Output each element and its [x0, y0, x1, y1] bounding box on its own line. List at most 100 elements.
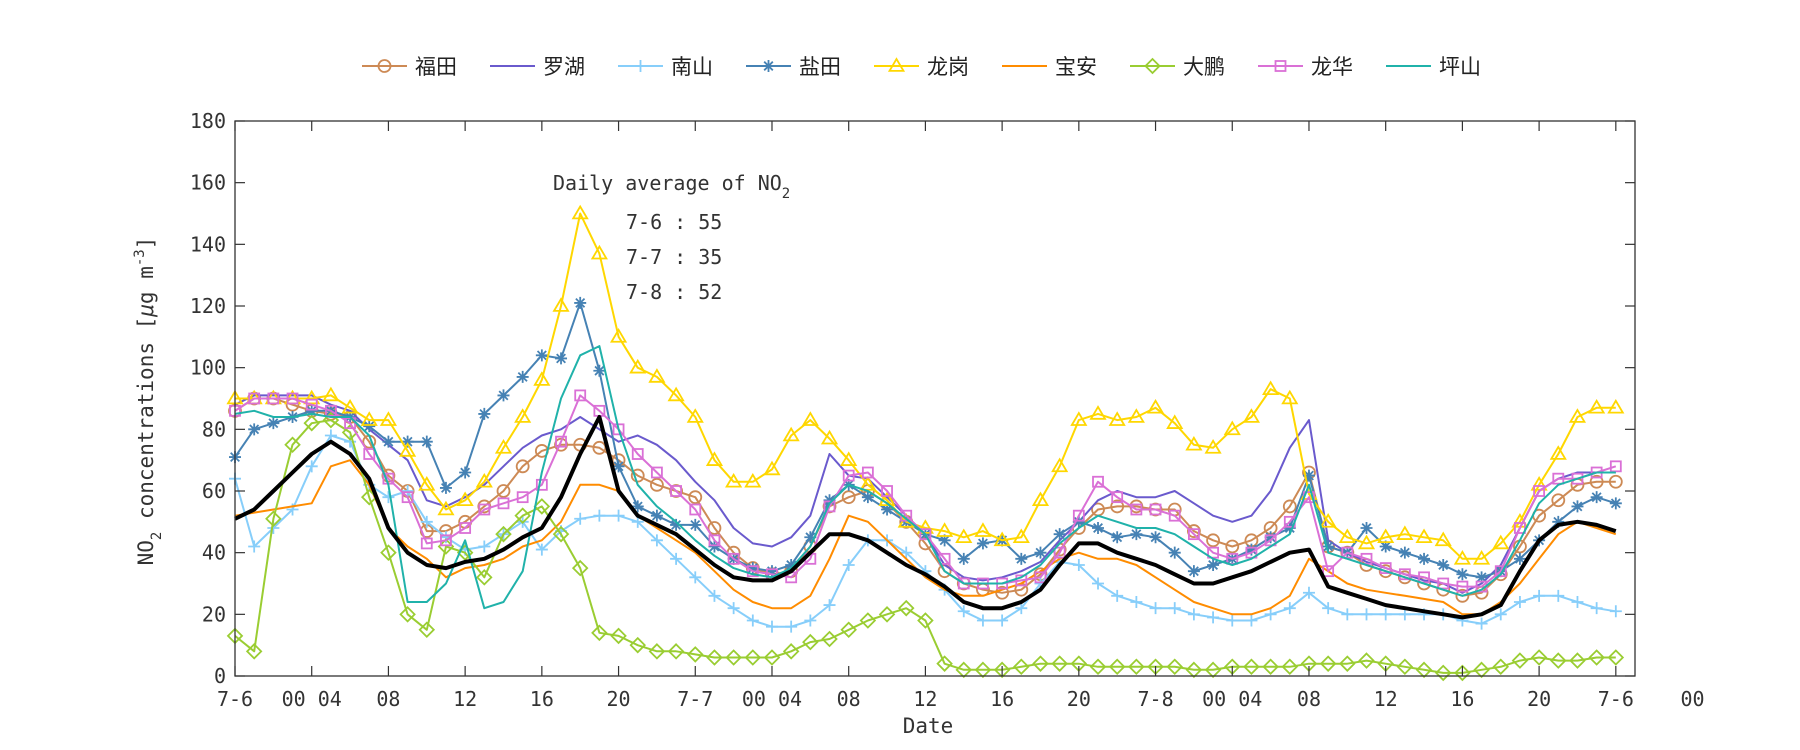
data-point: [1243, 658, 1260, 676]
data-point: [478, 540, 491, 553]
data-point: [1455, 588, 1470, 603]
data-point: [631, 500, 644, 513]
x-tick-label: 08: [376, 687, 400, 711]
data-point: [897, 599, 915, 617]
data-point: [514, 408, 532, 423]
data-point: [267, 392, 280, 405]
data-point: [420, 515, 433, 528]
data-point: [727, 602, 740, 615]
series-line: [234, 415, 1617, 620]
data-point: [1360, 608, 1373, 621]
data-point: [976, 537, 989, 550]
data-point: [1226, 552, 1239, 565]
data-point: [1396, 525, 1414, 540]
data-point: [324, 404, 337, 417]
data-point: [782, 643, 800, 660]
data-point: [382, 435, 395, 448]
legend: 福田 罗湖 南山 盐田 龙岗 宝安 大鹏 龙华 坪山: [362, 55, 1481, 79]
data-point: [305, 404, 318, 417]
data-point: [1549, 445, 1567, 460]
data-point: [535, 543, 548, 556]
x-tick-label: 12: [1374, 687, 1398, 711]
data-point: [708, 589, 721, 602]
data-point: [1108, 658, 1126, 676]
annotation-line: 7-7 : 35: [626, 245, 722, 269]
data-point: [554, 437, 568, 452]
data-point: [976, 614, 989, 627]
data-point: [324, 429, 337, 442]
legend-label: 坪山: [1439, 55, 1481, 79]
data-point: [286, 392, 299, 405]
data-point: [957, 605, 970, 618]
y-label-no: NO: [134, 540, 158, 565]
data-point: [1339, 655, 1356, 672]
data-point: [1012, 528, 1030, 544]
data-point: [765, 620, 778, 633]
data-point: [514, 507, 531, 524]
data-point: [938, 552, 951, 565]
data-point: [900, 546, 913, 559]
annotation-line: 7-6 : 55: [626, 210, 722, 234]
legend-item: 宝安: [1002, 55, 1097, 79]
data-point: [1571, 500, 1584, 513]
y-tick-label: 20: [202, 602, 226, 626]
data-point: [1051, 655, 1068, 672]
data-point: [591, 624, 608, 642]
data-point: [688, 490, 703, 505]
data-point: [744, 472, 762, 488]
data-point: [841, 490, 856, 505]
legend-label: 南山: [671, 55, 713, 79]
data-point: [1149, 531, 1162, 544]
data-point: [689, 518, 702, 531]
legend-label: 盐田: [799, 55, 841, 79]
data-point: [840, 451, 858, 466]
data-point: [1341, 608, 1354, 621]
data-point: [1453, 550, 1471, 565]
data-point: [1418, 552, 1431, 565]
x-tick-label: 7-7: [677, 687, 713, 711]
data-point: [650, 477, 664, 492]
x-tick-label: 16: [1450, 687, 1474, 711]
data-point: [1341, 546, 1354, 559]
data-point: [382, 491, 395, 504]
data-point: [1281, 389, 1299, 405]
data-point: [1130, 528, 1143, 541]
data-point: [1187, 565, 1200, 578]
data-point: [1588, 649, 1605, 666]
data-point: [1398, 568, 1411, 581]
y-tick-label: 160: [190, 171, 226, 195]
data-point: [440, 534, 452, 547]
data-point: [420, 537, 433, 550]
series-6: [234, 459, 1617, 616]
plot-area: [226, 204, 1625, 682]
data-point: [1245, 543, 1258, 556]
data-point: [1092, 522, 1105, 534]
data-point: [1245, 614, 1258, 627]
data-point: [495, 525, 512, 543]
data-point: [1551, 493, 1566, 508]
data-point: [612, 460, 625, 473]
data-point: [1475, 617, 1488, 630]
data-point: [859, 476, 877, 491]
data-point: [746, 562, 759, 575]
data-point: [669, 484, 683, 498]
data-point: [344, 435, 357, 448]
legend-item: 大鹏: [1130, 55, 1225, 79]
annotation-title-text: Daily average of NO: [553, 171, 782, 195]
data-point: [1034, 546, 1047, 559]
data-point: [1588, 398, 1606, 414]
data-point: [1242, 408, 1261, 423]
legend-item: 坪山: [1386, 55, 1481, 79]
x-tick-label: 16: [990, 687, 1014, 711]
data-point: [478, 407, 491, 420]
data-point: [878, 491, 896, 507]
data-point: [1434, 531, 1452, 547]
data-point: [887, 57, 906, 72]
data-point: [1456, 580, 1469, 593]
data-point: [785, 620, 798, 633]
data-point: [590, 244, 608, 260]
y-label-concentrations: concentrations [: [134, 317, 158, 532]
x-tick-label: 00 04: [1202, 687, 1262, 711]
data-point: [842, 559, 855, 571]
data-point: [1609, 605, 1622, 618]
